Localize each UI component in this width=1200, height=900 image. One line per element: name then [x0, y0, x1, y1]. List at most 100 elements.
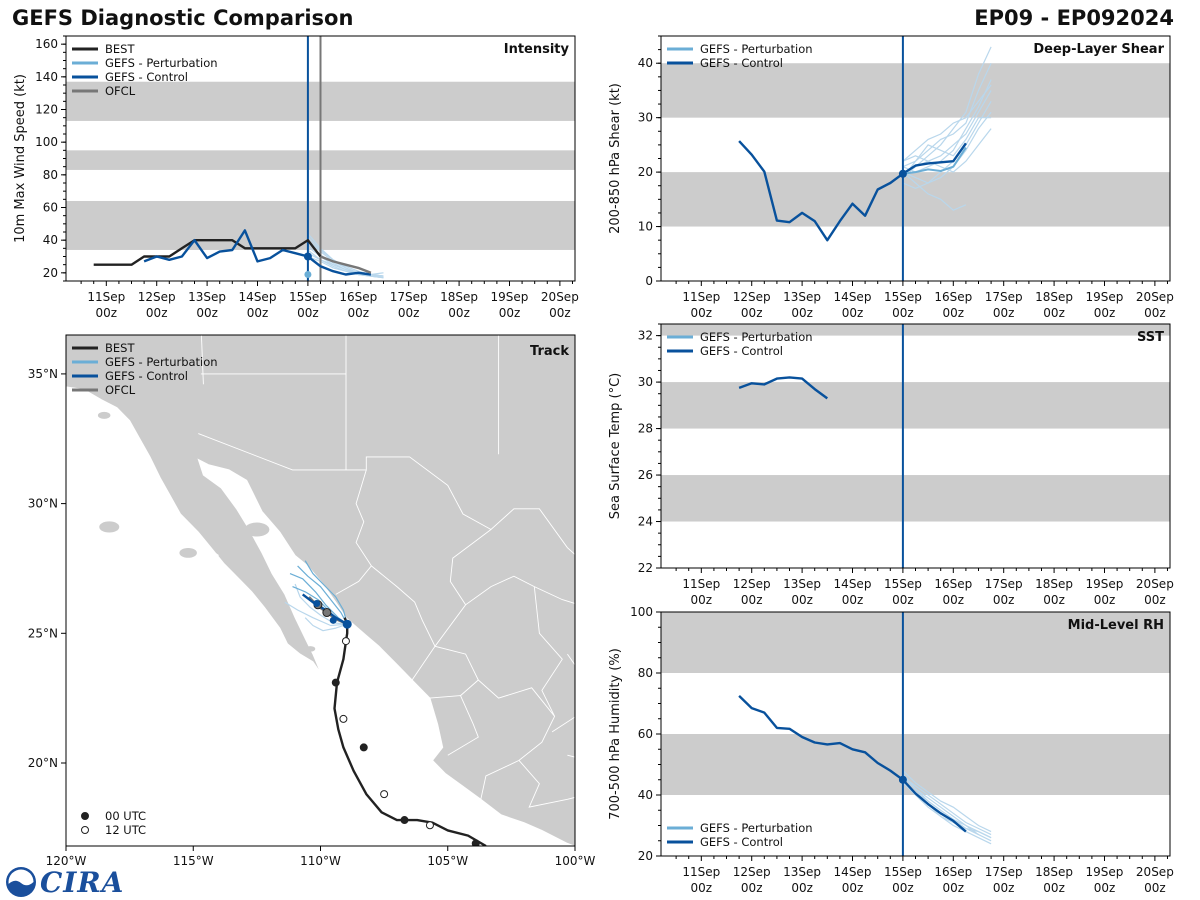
track-ytick-label: 25°N: [28, 626, 58, 640]
shear-plot-area: [661, 36, 1170, 281]
track-title: Track: [530, 344, 569, 359]
track-ensemble-member-5: [304, 617, 348, 632]
intensity-ytick-label: 60: [43, 201, 58, 215]
intensity-xtick-label: 20Sep: [541, 290, 579, 304]
shear-xtick-label: 13Sep: [783, 290, 821, 304]
shear-xtick-label: 12Sep: [733, 290, 771, 304]
track-control-marker-1: [329, 616, 337, 624]
state-border-8: [355, 469, 372, 567]
sst-panel: 22 24 26 28 30 32 11Sep 00z 12Sep 00z 13Sep 00z 14Se…: [608, 323, 1174, 607]
intensity-xtick-label: 00z: [297, 306, 319, 320]
track-init-marker: [342, 619, 352, 629]
track-best-marker-7: [341, 637, 350, 646]
intensity-ytick-label: 120: [35, 103, 58, 117]
sst-legend-label: GEFS - Perturbation: [700, 330, 813, 344]
sst-ytick-label: 22: [638, 561, 653, 575]
intensity-ytick-label: 100: [35, 135, 58, 149]
shear-ylabel: 200-850 hPa Shear (kt): [608, 83, 623, 234]
shear-xtick-label: 00z: [741, 306, 763, 320]
sst-xtick-label: 00z: [1144, 593, 1166, 607]
intensity-series-ofcl: [320, 255, 372, 274]
intensity-series-gefs-control: [143, 229, 372, 276]
state-border-13: [449, 529, 492, 606]
sst-plot-area: [661, 324, 1170, 568]
sst-ytick-label: 26: [638, 468, 653, 482]
track-best-marker-3: [380, 790, 389, 799]
rh-xtick-label: 00z: [691, 881, 713, 895]
sst-xtick-label: 11Sep: [682, 577, 720, 591]
shear-xtick-label: 00z: [1144, 306, 1166, 320]
track-marker-legend-label: 12 UTC: [105, 823, 146, 837]
sst-band-0: [661, 475, 1170, 522]
rh-ytick-label: 100: [630, 605, 653, 619]
shear-xtick-label: 00z: [791, 306, 813, 320]
shear-xtick-label: 15Sep: [884, 290, 922, 304]
track-ytick-label: 20°N: [28, 756, 58, 770]
cira-logo: CIRA: [4, 866, 124, 899]
shear-init-marker: [898, 169, 907, 178]
rh-xtick-label: 00z: [943, 881, 965, 895]
intensity-legend-label: BEST: [105, 42, 135, 56]
track-ensemble-member-3: [284, 601, 348, 627]
track-ytick-label: 30°N: [28, 497, 58, 511]
sst-xtick-label: 13Sep: [783, 577, 821, 591]
shear-xtick-label: 17Sep: [985, 290, 1023, 304]
island-4: [305, 646, 316, 652]
shear-ytick-label: 20: [638, 165, 653, 179]
sst-xtick-label: 00z: [842, 593, 864, 607]
rh-panel: 20 40 60 80 100 11Sep 00z 12Sep 00z 13Sep 00z 14Sep…: [608, 605, 1174, 895]
track-best-marker-4: [359, 743, 368, 752]
track-best-marker-6: [331, 678, 340, 687]
intensity-xtick-label: 00z: [448, 306, 470, 320]
rh-xtick-label: 19Sep: [1086, 865, 1124, 879]
intensity-ylabel: 10m Max Wind Speed (kt): [13, 74, 28, 243]
shear-ensemble-member-0: [902, 171, 967, 211]
track-ensemble-member-2: [297, 565, 348, 625]
shear-ytick-label: 10: [638, 220, 653, 234]
shear-xtick-label: 00z: [943, 306, 965, 320]
track-xtick-label: 105°W: [427, 854, 468, 868]
rh-ylabel: 700-500 hPa Humidity (%): [608, 648, 623, 820]
intensity-ytick-label: 160: [35, 37, 58, 51]
sst-xtick-label: 20Sep: [1136, 577, 1174, 591]
track-xtick-label: 120°W: [46, 854, 87, 868]
shear-xtick-label: 11Sep: [682, 290, 720, 304]
shear-xtick-label: 00z: [1043, 306, 1065, 320]
state-border-18: [551, 716, 575, 733]
shear-legend-label: GEFS - Control: [700, 56, 783, 70]
rh-xtick-label: 15Sep: [884, 865, 922, 879]
noaa-emblem-icon: [6, 867, 36, 897]
intensity-xtick-label: 00z: [398, 306, 420, 320]
track-best-marker-2: [400, 816, 409, 825]
rh-xtick-label: 20Sep: [1136, 865, 1174, 879]
rh-xtick-label: 17Sep: [985, 865, 1023, 879]
track-legend-label: OFCL: [105, 383, 136, 397]
intensity-xtick-label: 00z: [146, 306, 168, 320]
shear-xtick-label: 20Sep: [1136, 290, 1174, 304]
track-xtick-label: 110°W: [300, 854, 341, 868]
intensity-xtick-label: 00z: [96, 306, 118, 320]
shear-xtick-label: 14Sep: [834, 290, 872, 304]
shear-ytick-label: 0: [645, 274, 653, 288]
track-panel: 120°W 115°W 110°W 105°W 100°W 20°N 25°N 30°N 35°…: [28, 334, 596, 868]
shear-panel: 0 10 20 30 40 11Sep 00z 12Sep 00z 13Sep 00z 14Sep 00…: [608, 35, 1174, 320]
rh-xtick-label: 14Sep: [834, 865, 872, 879]
track-best-marker-1: [425, 821, 434, 830]
intensity-ytick-label: 40: [43, 233, 58, 247]
intensity-xtick-label: 18Sep: [440, 290, 478, 304]
intensity-xtick-label: 11Sep: [87, 290, 125, 304]
sst-title: SST: [1137, 330, 1164, 345]
track-legend-label: BEST: [105, 341, 135, 355]
state-border-14: [533, 586, 563, 717]
rh-xtick-label: 00z: [1094, 881, 1116, 895]
shear-xtick-label: 00z: [842, 306, 864, 320]
intensity-panel: 20 40 60 80 100 120 140 160 11Sep 00z 12Sep 00z 13Se…: [13, 35, 579, 320]
shear-ytick-label: 30: [638, 111, 653, 125]
intensity-title: Intensity: [504, 42, 570, 57]
shear-xtick-label: 00z: [892, 306, 914, 320]
track-marker-legend-label: 00 UTC: [105, 809, 146, 823]
rh-xtick-label: 18Sep: [1035, 865, 1073, 879]
sst-frame: [660, 323, 1171, 569]
sst-xtick-label: 17Sep: [985, 577, 1023, 591]
island-1: [179, 547, 197, 558]
